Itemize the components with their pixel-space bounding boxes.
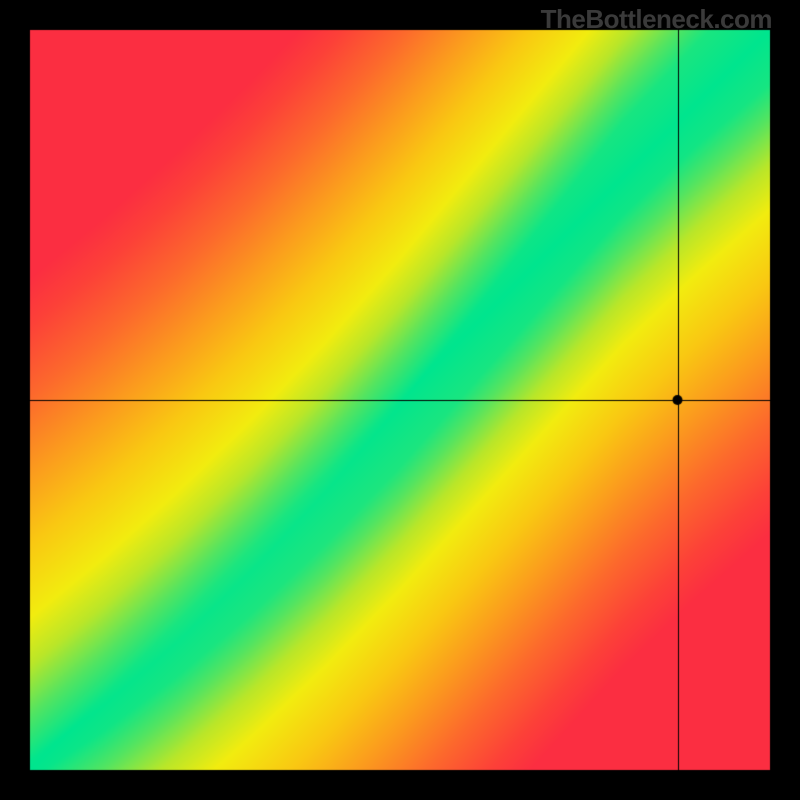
bottleneck-heatmap [0,0,800,800]
watermark-text: TheBottleneck.com [541,4,772,35]
